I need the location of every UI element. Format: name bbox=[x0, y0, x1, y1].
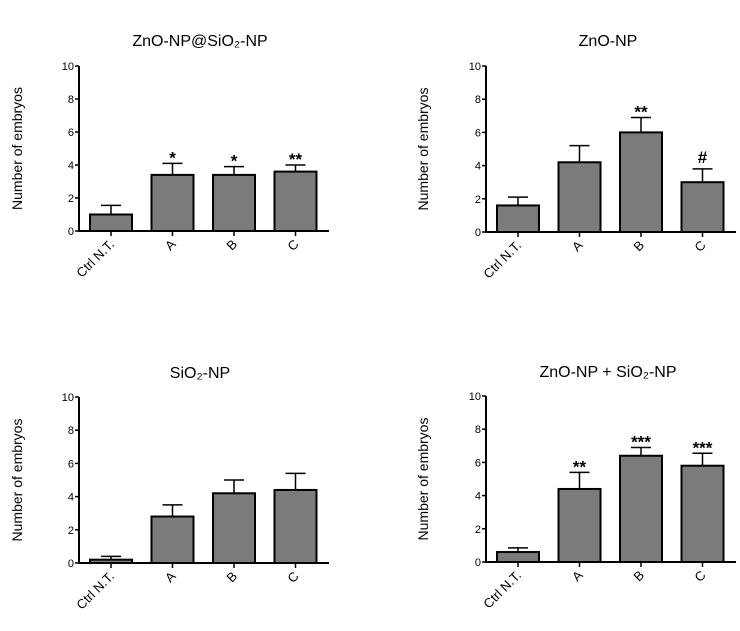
y-tick-label: 4 bbox=[68, 160, 74, 172]
y-axis-label: Number of embryos bbox=[9, 87, 25, 210]
significance-label: ** bbox=[573, 457, 587, 476]
significance-label: *** bbox=[631, 432, 651, 451]
x-tick-label: B bbox=[223, 569, 240, 586]
x-tick-label: C bbox=[691, 568, 708, 585]
x-tick-label: Ctrl N.T. bbox=[73, 237, 117, 281]
x-tick-label: Ctrl N.T. bbox=[480, 238, 524, 282]
chart-title: ZnO-NP + SiO₂-NP bbox=[539, 364, 676, 381]
bar-a bbox=[150, 515, 195, 565]
bar-c bbox=[680, 181, 725, 233]
chart-panel-1: ZnO-NP@SiO₂-NP Number of embryos 0 2 4 6 8 10 Ct… bbox=[9, 33, 329, 280]
x-tick-label: B bbox=[630, 568, 647, 585]
bar-ctrl-n-t bbox=[496, 551, 540, 563]
y-tick-label: 8 bbox=[475, 424, 481, 436]
chart-title: ZnO-NP@SiO₂-NP bbox=[132, 33, 267, 50]
y-tick-label: 0 bbox=[475, 557, 481, 569]
x-tick-label: B bbox=[630, 238, 647, 255]
bar-a bbox=[150, 173, 195, 232]
x-tick-label: C bbox=[284, 569, 301, 586]
chart-panel-3: SiO₂-NP Number of embryos 0 2 4 6 8 10 Ctrl N.T.… bbox=[9, 365, 329, 612]
chart-panel-2: ZnO-NP Number of embryos 0 2 4 6 8 10 Ctrl N.T. A… bbox=[415, 33, 736, 281]
x-tick-label: A bbox=[569, 567, 586, 584]
y-tick-label: 6 bbox=[475, 457, 481, 469]
y-tick-label: 0 bbox=[68, 558, 74, 570]
chart-panel-4: ZnO-NP + SiO₂-NP Number of embryos 0 2 4 6 8 10… bbox=[415, 364, 736, 611]
significance-label: ** bbox=[289, 150, 303, 169]
significance-label: * bbox=[231, 152, 238, 171]
y-tick-label: 10 bbox=[62, 61, 74, 73]
bar-b bbox=[619, 131, 663, 233]
y-tick-label: 4 bbox=[68, 492, 74, 504]
chart-title: SiO₂-NP bbox=[170, 365, 230, 382]
y-tick-label: 6 bbox=[68, 127, 74, 139]
bar-c bbox=[680, 464, 725, 563]
x-tick-label: Ctrl N.T. bbox=[73, 569, 117, 613]
y-axis-label: Number of embryos bbox=[9, 419, 25, 542]
y-tick-label: 8 bbox=[68, 94, 74, 106]
y-tick-label: 6 bbox=[475, 127, 481, 139]
y-tick-label: 0 bbox=[475, 227, 481, 239]
x-tick-label: C bbox=[284, 237, 301, 254]
y-tick-label: 10 bbox=[62, 392, 74, 404]
y-tick-label: 0 bbox=[68, 226, 74, 238]
bar-b bbox=[212, 173, 256, 232]
bar-ctrl-n-t bbox=[496, 204, 540, 234]
y-tick-label: 10 bbox=[469, 61, 481, 73]
y-tick-label: 6 bbox=[68, 458, 74, 470]
y-tick-label: 2 bbox=[475, 524, 481, 536]
x-tick-label: A bbox=[162, 568, 179, 585]
bar-a bbox=[557, 487, 602, 563]
y-tick-label: 10 bbox=[469, 391, 481, 403]
x-tick-label: C bbox=[691, 238, 708, 255]
y-tick-label: 2 bbox=[475, 194, 481, 206]
significance-label: * bbox=[169, 148, 176, 167]
bar-b bbox=[619, 454, 663, 564]
y-tick-label: 2 bbox=[68, 525, 74, 537]
bar-ctrl-n-t bbox=[89, 213, 133, 232]
y-tick-label: 2 bbox=[68, 193, 74, 205]
bar-b bbox=[212, 492, 256, 564]
y-tick-label: 4 bbox=[475, 161, 481, 173]
bar-c bbox=[273, 488, 318, 564]
bar-ctrl-n-t bbox=[89, 558, 133, 564]
y-tick-label: 8 bbox=[68, 425, 74, 437]
significance-label: ** bbox=[634, 102, 648, 121]
bar-a bbox=[557, 161, 602, 233]
x-tick-label: Ctrl N.T. bbox=[480, 568, 524, 612]
x-tick-label: A bbox=[569, 237, 586, 254]
bar-c bbox=[273, 170, 318, 233]
significance-label: *** bbox=[693, 438, 713, 457]
y-tick-label: 4 bbox=[475, 491, 481, 503]
significance-label: # bbox=[698, 148, 708, 167]
y-axis-label: Number of embryos bbox=[415, 88, 431, 211]
x-tick-label: A bbox=[162, 236, 179, 253]
chart-title: ZnO-NP bbox=[579, 33, 638, 50]
y-axis-label: Number of embryos bbox=[415, 418, 431, 541]
y-tick-label: 8 bbox=[475, 94, 481, 106]
x-tick-label: B bbox=[223, 237, 240, 254]
